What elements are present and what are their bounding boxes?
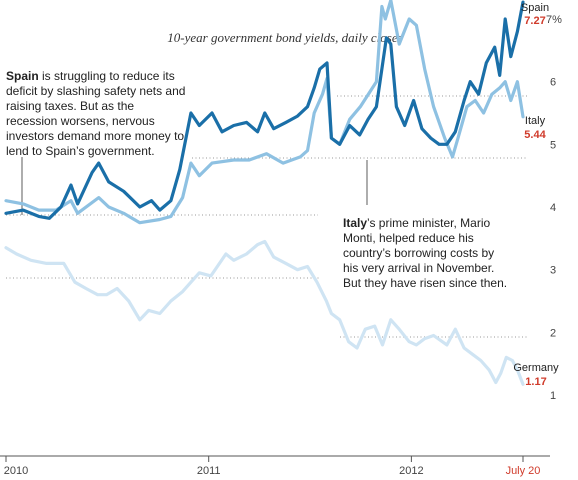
y-tick-label-4: 4 <box>550 202 556 214</box>
germany-value-label: 1.17 <box>525 376 546 388</box>
x-tick-label-3: July 20 <box>506 465 541 477</box>
x-tick-label-0: 2010 <box>4 465 28 477</box>
y-axis-tick-labels: 1 2 3 4 5 6 7% <box>546 14 562 402</box>
spain-name-label: Spain <box>521 2 549 14</box>
spain-value-label: 7.27 <box>524 15 545 27</box>
annotation-leader-lines <box>21 157 368 215</box>
italy-name-label: Italy <box>525 115 546 127</box>
x-axis: 2010 2011 2012 July 20 <box>0 455 550 477</box>
italy-annotation-text: ’s prime minister, Mario Monti, helped r… <box>343 216 508 290</box>
chart-title: 10-year government bond yields, daily cl… <box>167 30 402 45</box>
germany-name-label: Germany <box>513 362 559 374</box>
spain-annotation-text: is struggling to reduce its deficit by s… <box>6 69 186 158</box>
italy-annotation: Italy’s prime minister, Mario Monti, hel… <box>343 216 508 291</box>
spain-annotation-bold: Spain <box>6 69 39 83</box>
x-tick-label-1: 2011 <box>197 465 221 477</box>
y-tick-label-2: 2 <box>550 327 556 339</box>
y-tick-label-5: 5 <box>550 139 556 151</box>
y-tick-label-1: 1 <box>550 390 556 402</box>
series-lines <box>4 0 525 386</box>
spain-series-line <box>4 0 525 220</box>
y-tick-label-6: 6 <box>550 77 556 89</box>
italy-annotation-bold: Italy <box>343 216 368 230</box>
y-tick-label-3: 3 <box>550 265 556 277</box>
x-tick-label-2: 2012 <box>399 465 423 477</box>
y-tick-label-7-percent: 7% <box>546 14 562 26</box>
germany-series-line <box>4 239 525 386</box>
italy-value-label: 5.44 <box>524 129 546 141</box>
spain-annotation: Spain is struggling to reduce its defici… <box>6 69 188 159</box>
